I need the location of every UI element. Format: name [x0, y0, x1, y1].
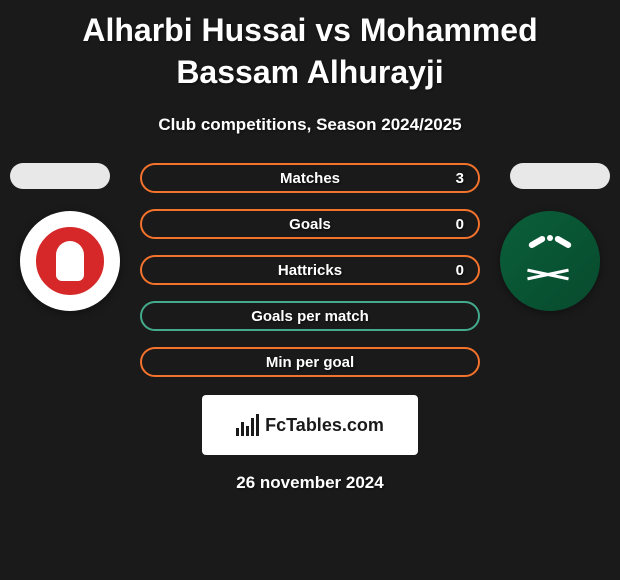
stat-value: 0	[456, 262, 464, 279]
al-wehda-crest	[33, 224, 107, 298]
stat-row: Min per goal	[140, 347, 480, 377]
right-club-badge	[500, 211, 600, 311]
stats-area: Matches 3 Goals 0 Hattricks 0 Goals per match M…	[0, 163, 620, 377]
page-title: Alharbi Hussai vs Mohammed Bassam Alhura…	[0, 10, 620, 93]
left-player-oval	[10, 163, 110, 189]
swords-icon	[527, 267, 573, 283]
footer-date: 26 november 2024	[0, 473, 620, 493]
left-club-badge	[20, 211, 120, 311]
stat-value: 3	[456, 170, 464, 187]
stat-row: Goals per match	[140, 301, 480, 331]
right-player-oval	[510, 163, 610, 189]
stat-label: Matches	[280, 170, 340, 187]
al-ahli-crest	[522, 233, 578, 289]
stat-label: Goals per match	[251, 308, 369, 325]
fctables-logo: FcTables.com	[202, 395, 418, 455]
stat-rows: Matches 3 Goals 0 Hattricks 0 Goals per match M…	[140, 163, 480, 377]
logo-text: FcTables.com	[265, 415, 384, 436]
stat-row: Goals 0	[140, 209, 480, 239]
chart-icon	[236, 414, 259, 436]
stat-row: Hattricks 0	[140, 255, 480, 285]
stat-value: 0	[456, 216, 464, 233]
stat-label: Min per goal	[266, 354, 354, 371]
season-subtitle: Club competitions, Season 2024/2025	[0, 115, 620, 135]
stat-label: Goals	[289, 216, 331, 233]
comparison-card: Alharbi Hussai vs Mohammed Bassam Alhura…	[0, 0, 620, 503]
stat-label: Hattricks	[278, 262, 342, 279]
stat-row: Matches 3	[140, 163, 480, 193]
palm-icon	[530, 233, 570, 267]
